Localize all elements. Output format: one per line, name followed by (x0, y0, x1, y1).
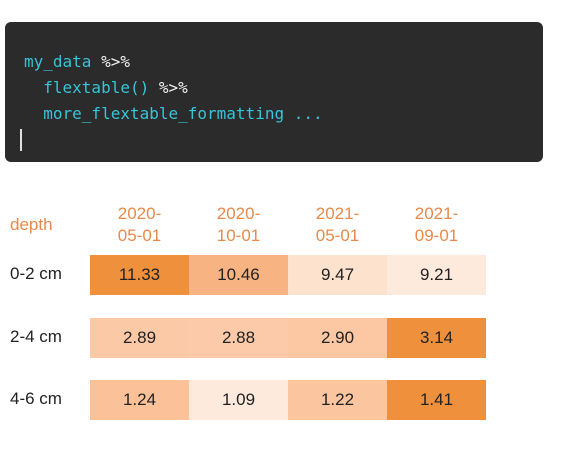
table-cell: 2.88 (189, 318, 288, 358)
column-header-part: 2021- (414, 204, 459, 223)
row-label: 0-2 cm (10, 264, 62, 283)
table-cell: 3.14 (387, 318, 486, 358)
column-header-part: 2021- (315, 204, 360, 223)
code-line: flextable() %>% (24, 75, 543, 101)
table-cell: 9.21 (387, 255, 486, 295)
table-cell: 11.33 (90, 255, 189, 295)
column-header-part: 05-01 (117, 226, 162, 245)
text-cursor (20, 129, 22, 151)
column-header: 2021- 09-01 (387, 203, 486, 247)
corner-header: depth (10, 215, 53, 234)
code-line: my_data %>% (24, 49, 543, 75)
row-label: 2-4 cm (10, 327, 62, 346)
column-header-part: 10-01 (216, 226, 261, 245)
column-header-part: 05-01 (315, 226, 360, 245)
row-label: 4-6 cm (10, 389, 62, 408)
table-cell: 2.90 (288, 318, 387, 358)
table-cell: 1.41 (387, 380, 486, 420)
code-token: flextable() (24, 78, 159, 97)
table-cell: 10.46 (189, 255, 288, 295)
column-header-part: 2020- (117, 204, 162, 223)
code-token: %>% (158, 78, 188, 97)
code-token: my_data (24, 52, 102, 71)
code-block: my_data %>% flextable() %>% more_flextab… (5, 22, 543, 162)
code-line: more_flextable_formatting ... (24, 101, 543, 127)
column-header-part: 2020- (216, 204, 261, 223)
table-cell: 9.47 (288, 255, 387, 295)
table-cell: 2.89 (90, 318, 189, 358)
code-token: %>% (101, 52, 130, 71)
column-header: 2020- 05-01 (90, 203, 189, 247)
column-header-part: 09-01 (414, 226, 459, 245)
table-cell: 1.22 (288, 380, 387, 420)
column-header: 2021- 05-01 (288, 203, 387, 247)
table-cell: 1.09 (189, 380, 288, 420)
table-cell: 1.24 (90, 380, 189, 420)
code-token: more_flextable_formatting ... (24, 104, 323, 123)
column-header: 2020- 10-01 (189, 203, 288, 247)
